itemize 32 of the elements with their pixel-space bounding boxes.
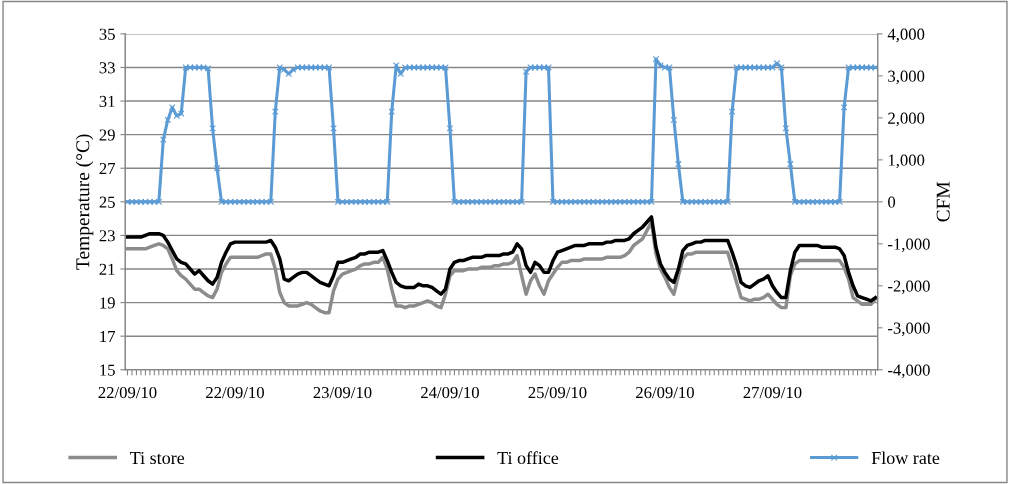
y-tick-label: 29 <box>99 129 115 141</box>
y2-tick-label: 0 <box>888 196 896 208</box>
y2-tick-label: -2,000 <box>888 280 930 295</box>
x-tick-label: 25/09/10 <box>528 386 587 399</box>
y2-tick-label: -4,000 <box>888 364 930 379</box>
y-tick-label: 33 <box>99 62 115 74</box>
y-tick-label: 21 <box>99 263 115 275</box>
x-tick-label: 24/09/10 <box>421 386 479 399</box>
legend-label: Flow rate <box>871 451 940 465</box>
y2-tick-label: 3,000 <box>888 70 925 85</box>
y2-tick-label: 1,000 <box>888 154 925 169</box>
x-tick-label: 27/09/10 <box>743 386 802 399</box>
y-axis-title: Temperature (°C) <box>75 134 94 270</box>
y2-tick-label: -3,000 <box>888 322 930 337</box>
y-tick-label: 19 <box>100 297 115 309</box>
y-tick-label: 17 <box>100 330 116 342</box>
y-tick-label: 23 <box>99 230 115 242</box>
y-tick-label: 31 <box>99 95 115 108</box>
x-tick-label: 26/09/10 <box>636 386 694 399</box>
x-tick-label: 22/09/10 <box>206 386 264 399</box>
y2-tick-label: 4,000 <box>887 28 925 43</box>
legend-label: Ti store <box>130 451 185 465</box>
y-tick-label: 35 <box>99 28 115 40</box>
legend-label: Ti office <box>497 451 559 465</box>
x-tick-label: 23/09/10 <box>313 386 372 399</box>
x-tick-label: 22/09/10 <box>98 386 157 399</box>
y2-tick-label: -1,000 <box>888 238 930 253</box>
y-tick-label: 15 <box>100 364 115 376</box>
y-tick-label: 27 <box>99 162 116 175</box>
y2-tick-label: 2,000 <box>888 112 925 127</box>
y2-axis-title: CFM <box>936 181 950 222</box>
y-tick-label: 25 <box>99 196 115 208</box>
